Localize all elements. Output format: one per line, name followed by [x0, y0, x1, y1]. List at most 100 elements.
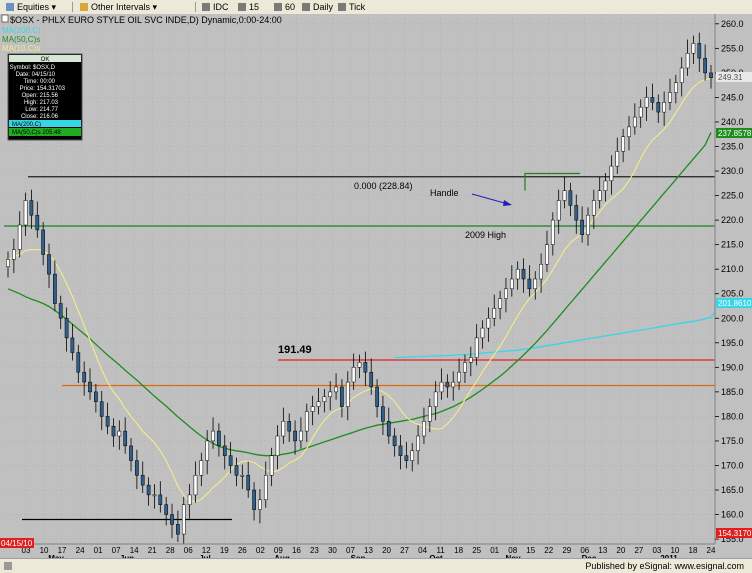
candle-body: [644, 97, 649, 108]
x-tick-label: 10: [670, 546, 679, 555]
candle-body: [351, 367, 356, 383]
y-tick-label: 160.0: [721, 510, 744, 520]
candle-body: [474, 337, 479, 358]
price-chart[interactable]: 155.0160.0165.0170.0175.0180.0185.0190.0…: [0, 14, 752, 558]
x-month-label: Nov: [505, 554, 521, 558]
data-window-line: Time: 00:00: [24, 79, 56, 85]
candle-body: [375, 386, 379, 407]
bottom-flag: [716, 528, 752, 538]
candle-body: [486, 318, 491, 329]
candle-body: [287, 421, 292, 432]
x-tick-label: 25: [472, 546, 481, 555]
ma200-legend: MA(200,C): [2, 26, 41, 35]
candle-body: [111, 425, 116, 437]
idc-button[interactable]: IDC: [202, 1, 229, 13]
x-month-label: Aug: [274, 554, 290, 558]
value-191-label: 191.49: [278, 344, 312, 356]
candles: [6, 32, 713, 545]
toolbar-divider: [195, 2, 196, 12]
candle-body: [146, 484, 151, 496]
x-tick-label: 06: [580, 546, 589, 555]
x-tick-label: 10: [40, 546, 49, 555]
toolbar: Equities ▾ Other Intervals ▾ IDC 15 60 D…: [0, 0, 752, 15]
candle-body: [310, 406, 315, 412]
x-tick-label: 20: [616, 546, 625, 555]
interval-60-icon: [274, 3, 282, 11]
candle-body: [6, 259, 10, 268]
y-tick-label: 155.0: [721, 534, 744, 544]
candle-body: [427, 406, 432, 422]
ma50-flag-value: 237.8578: [718, 129, 752, 138]
candle-body: [193, 475, 198, 496]
y-tick-label: 215.0: [721, 240, 744, 250]
interval-60-button[interactable]: 60: [274, 1, 295, 13]
candle-body: [328, 391, 333, 398]
candle-body: [53, 273, 57, 304]
x-tick-label: 19: [220, 546, 229, 555]
candle-body: [205, 440, 210, 461]
x-tick-label: 01: [490, 546, 499, 555]
candle-body: [246, 475, 251, 491]
x-tick-label: 28: [166, 546, 175, 555]
level-lines: [4, 172, 715, 521]
toolbar-divider: [72, 2, 73, 12]
candle-body: [709, 72, 713, 79]
x-month-label: Dec: [582, 554, 597, 558]
candle-body: [398, 445, 403, 456]
candle-body: [228, 455, 233, 466]
y-tick-label: 260.0: [721, 19, 744, 29]
x-tick-label: 06: [184, 546, 193, 555]
candle-body: [76, 352, 81, 373]
x-tick-label: 13: [598, 546, 607, 555]
price-flags: 249.31 237.8578 201.8610 154.3170 04/15/…: [0, 72, 752, 548]
y-axis-band: [715, 14, 752, 558]
x-tick-label: 21: [148, 546, 157, 555]
x-month-label: May: [48, 554, 64, 558]
candle-body: [281, 421, 286, 437]
candle-body: [47, 254, 51, 275]
candle-body: [591, 200, 596, 216]
candle-body: [703, 57, 707, 74]
candle-body: [252, 489, 256, 510]
y-tick-label: 180.0: [721, 411, 744, 421]
candle-body: [123, 430, 128, 447]
y-tick-label: 235.0: [721, 142, 744, 152]
candle-body: [404, 455, 409, 461]
x-tick-label: 18: [454, 546, 463, 555]
interval-15-button[interactable]: 15: [238, 1, 259, 13]
other-intervals-label: Other Intervals: [91, 2, 151, 12]
candle-body: [697, 43, 702, 59]
y-tick-label: 185.0: [721, 387, 744, 397]
equities-menu[interactable]: Equities ▾: [6, 1, 56, 13]
x-tick-label: 09: [274, 546, 283, 555]
x-tick-label: 01: [94, 546, 103, 555]
candle-body: [23, 200, 28, 226]
candle-body: [650, 97, 655, 103]
x-tick-label: 03: [652, 546, 661, 555]
candle-body: [211, 430, 215, 442]
candle-body: [105, 416, 110, 427]
ma50-line: [7, 132, 712, 457]
last-price-flag: [716, 72, 752, 82]
x-month-label: Jun: [120, 554, 134, 558]
data-window-line: Date: 04/15/10: [16, 72, 56, 78]
candle-body: [609, 165, 614, 182]
x-month-label: 2011: [660, 554, 678, 558]
candle-body: [433, 391, 438, 407]
candle-body: [176, 524, 180, 535]
x-tick-label: 02: [256, 546, 265, 555]
daily-button[interactable]: Daily: [302, 1, 333, 13]
candle-body: [463, 362, 467, 373]
candle-body: [527, 278, 532, 290]
candle-body: [504, 288, 508, 299]
tick-button[interactable]: Tick: [338, 1, 365, 13]
x-tick-label: 15: [526, 546, 535, 555]
data-window-line: Open: 215.56: [22, 93, 59, 99]
candle-body: [586, 214, 590, 236]
candle-body: [439, 381, 444, 393]
candle-body: [129, 445, 133, 461]
other-intervals-menu[interactable]: Other Intervals ▾: [80, 1, 157, 13]
candle-body: [140, 475, 145, 486]
candle-body: [562, 190, 567, 201]
candle-body: [345, 381, 350, 407]
